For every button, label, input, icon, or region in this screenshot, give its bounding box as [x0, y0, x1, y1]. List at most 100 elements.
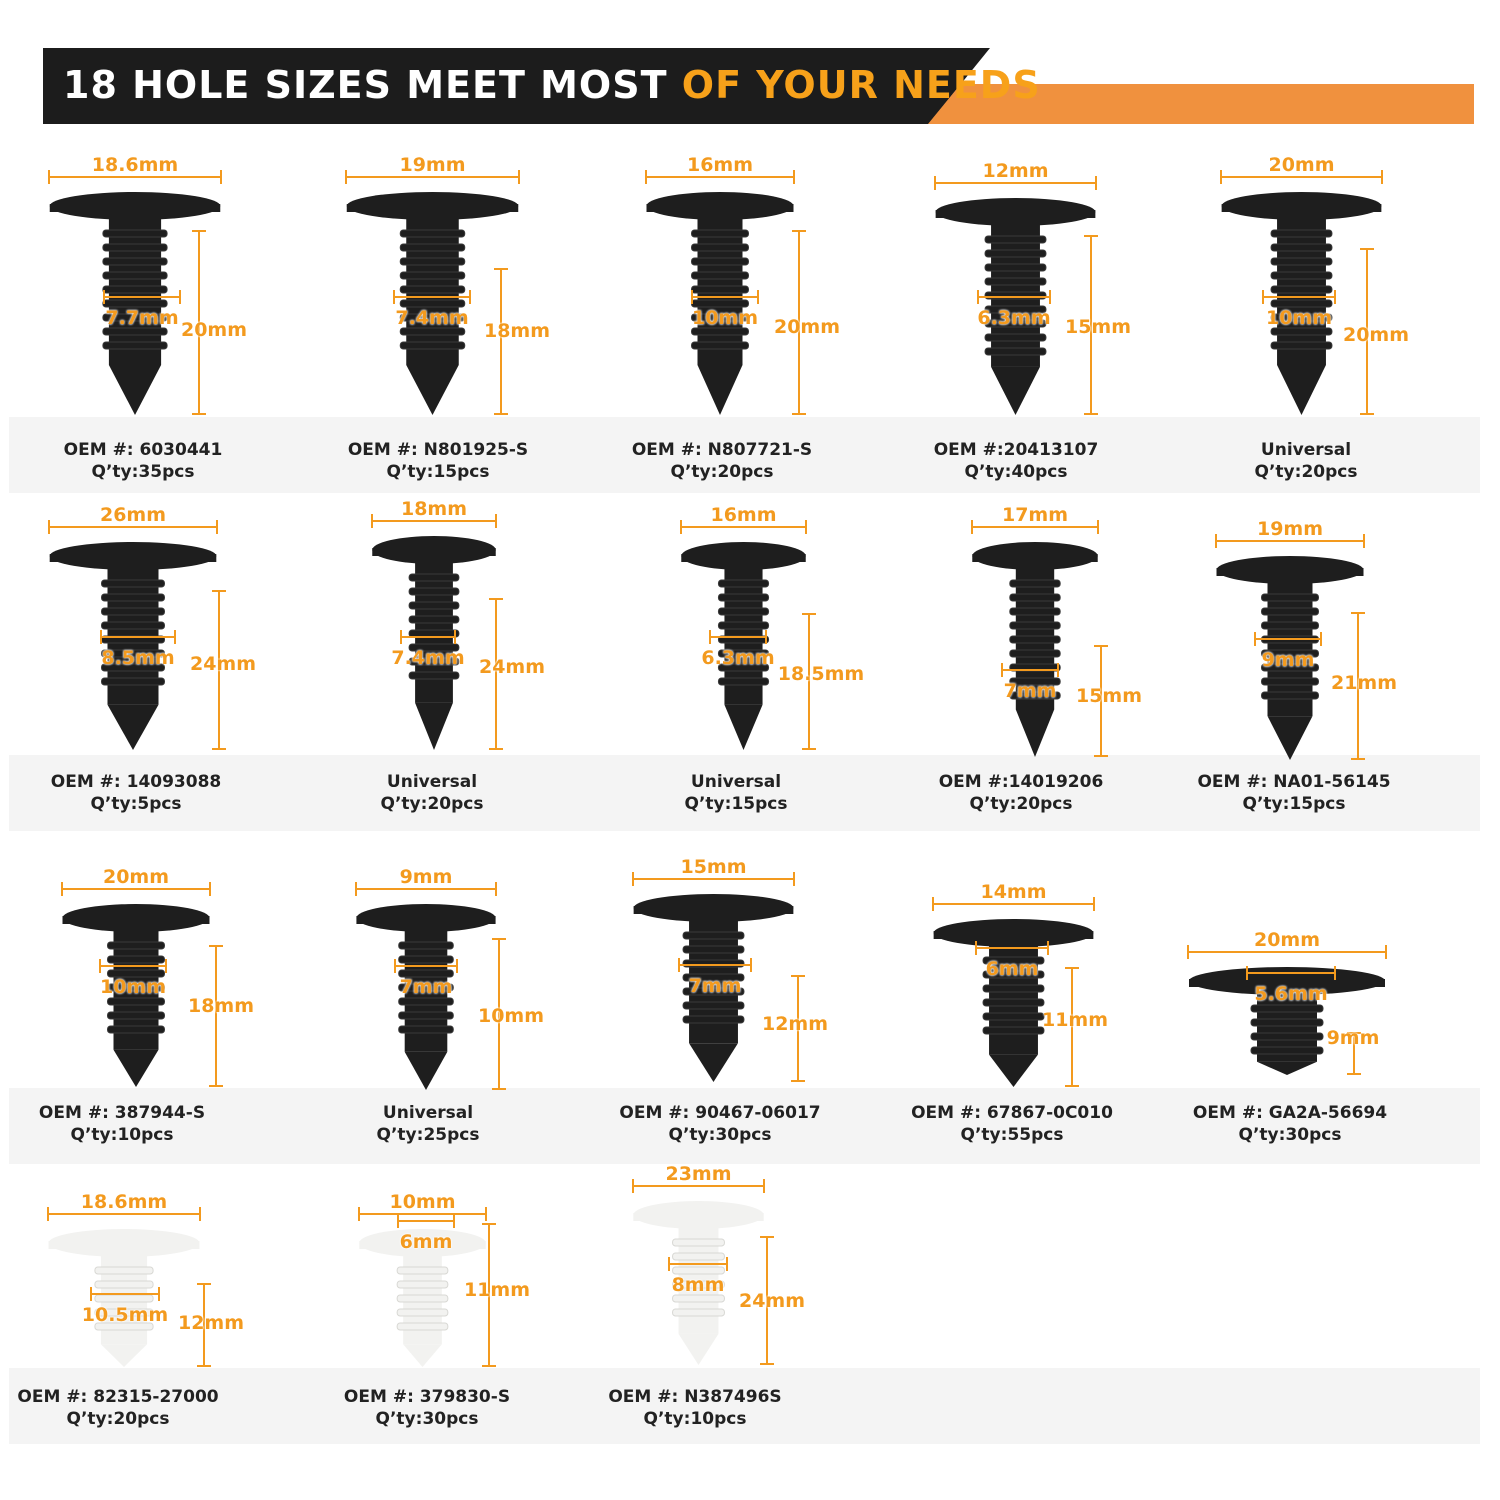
- width-label: 16mm: [710, 504, 777, 526]
- height-label: 20mm: [773, 316, 841, 338]
- page-title: 18 HOLE SIZES MEET MOST OF YOUR NEEDS: [63, 60, 1041, 110]
- width-label: 19mm: [1256, 518, 1324, 540]
- width-label: 15mm: [680, 856, 747, 878]
- width-label: 18.6mm: [80, 1191, 168, 1213]
- width-label: 16mm: [686, 154, 754, 176]
- hole-dimension-line: [1001, 663, 1059, 677]
- height-dimension-line: [1065, 967, 1079, 1087]
- oem-number: Universal: [1260, 440, 1352, 460]
- height-label: 11mm: [463, 1279, 531, 1301]
- width-label: 26mm: [99, 504, 167, 526]
- width-dimension-line: [48, 170, 222, 184]
- height-label: 9mm: [1326, 1027, 1380, 1049]
- quantity: Q’ty:15pcs: [386, 462, 490, 482]
- height-label: 20mm: [1342, 324, 1410, 346]
- height-label: 21mm: [1330, 672, 1398, 694]
- hole-dimension-line: [668, 1257, 728, 1271]
- height-dimension-line: [192, 230, 206, 415]
- width-dimension-line: [61, 882, 211, 896]
- clip-image: [935, 198, 1096, 415]
- hole-dimension-line: [709, 630, 767, 644]
- height-label: 18.5mm: [777, 663, 865, 685]
- oem-number: Universal: [386, 772, 478, 792]
- hole-label: 8mm: [671, 1274, 725, 1296]
- info-band: [9, 1088, 1480, 1164]
- height-label: 20mm: [180, 319, 248, 341]
- height-dimension-line: [802, 613, 816, 750]
- width-dimension-line: [48, 520, 218, 534]
- hole-dimension-line: [399, 630, 457, 644]
- height-dimension-line: [791, 975, 805, 1082]
- quantity: Q’ty:5pcs: [90, 794, 182, 814]
- hole-label: 6.3mm: [977, 307, 1051, 329]
- info-band: [9, 755, 1480, 831]
- hole-dimension-line: [1254, 632, 1322, 646]
- height-dimension-line: [209, 945, 223, 1087]
- hole-label: 10mm: [99, 976, 167, 998]
- height-dimension-line: [494, 268, 508, 415]
- oem-number: OEM #: 90467-06017: [619, 1103, 821, 1123]
- width-label: 20mm: [102, 866, 170, 888]
- quantity: Q’ty:20pcs: [969, 794, 1073, 814]
- quantity: Q’ty:20pcs: [66, 1409, 170, 1429]
- hole-label: 10.5mm: [81, 1304, 169, 1326]
- oem-number: OEM #: N801925-S: [347, 440, 529, 460]
- hole-label: 7mm: [399, 976, 453, 998]
- hole-dimension-line: [90, 1287, 160, 1301]
- height-dimension-line: [1094, 645, 1108, 757]
- hole-dimension-line: [678, 958, 753, 972]
- clip-image: [681, 542, 806, 750]
- height-dimension-line: [1360, 248, 1374, 415]
- width-dimension-line: [645, 170, 795, 184]
- hole-dimension-line: [394, 959, 458, 973]
- width-dimension-line: [1215, 534, 1365, 548]
- clip-image: [1189, 967, 1385, 1075]
- info-band: [9, 1368, 1480, 1444]
- height-label: 18mm: [187, 995, 255, 1017]
- quantity: Q’ty:30pcs: [375, 1409, 479, 1429]
- height-dimension-line: [492, 938, 506, 1090]
- width-label: 19mm: [399, 154, 466, 176]
- width-label: 14mm: [980, 881, 1047, 903]
- height-label: 12mm: [761, 1013, 829, 1035]
- header-banner: [43, 48, 990, 124]
- info-band: [9, 417, 1480, 493]
- height-dimension-line: [197, 1283, 211, 1367]
- height-label: 24mm: [189, 653, 257, 675]
- oem-number: OEM #: 67867-0C010: [911, 1103, 1113, 1123]
- oem-number: OEM #: GA2A-56694: [1192, 1103, 1388, 1123]
- oem-number: OEM #: N807721-S: [631, 440, 813, 460]
- quantity: Q’ty:10pcs: [643, 1409, 747, 1429]
- hole-label: 10mm: [691, 307, 759, 329]
- width-label: 23mm: [665, 1163, 732, 1185]
- hole-dimension-line: [102, 290, 182, 304]
- oem-number: OEM #: 82315-27000: [17, 1387, 219, 1407]
- title-white: 18 HOLE SIZES MEET MOST: [63, 63, 682, 107]
- quantity: Q’ty:30pcs: [1238, 1125, 1342, 1145]
- height-label: 15mm: [1064, 316, 1132, 338]
- quantity: Q’ty:20pcs: [670, 462, 774, 482]
- oem-number: OEM #: 14093088: [50, 772, 222, 792]
- clip-image: [372, 536, 496, 750]
- height-dimension-line: [792, 230, 806, 415]
- width-dimension-line: [632, 1179, 765, 1193]
- height-dimension-line: [482, 1223, 496, 1367]
- width-dimension-line: [47, 1207, 201, 1221]
- height-label: 11mm: [1041, 1009, 1109, 1031]
- hole-dimension-line: [1262, 290, 1337, 304]
- hole-label: 6mm: [985, 958, 1039, 980]
- clip-image: [972, 542, 1098, 757]
- clip-image: [62, 904, 210, 1087]
- height-dimension-line: [489, 598, 503, 750]
- clip-image: [1221, 192, 1382, 415]
- height-dimension-line: [212, 590, 226, 750]
- quantity: Q’ty:15pcs: [1242, 794, 1346, 814]
- clip-image: [346, 192, 519, 415]
- width-label: 20mm: [1268, 154, 1335, 176]
- hole-dimension-line: [392, 290, 472, 304]
- height-label: 10mm: [477, 1005, 545, 1027]
- clip-image: [48, 1229, 200, 1367]
- oem-number: OEM #: N387496S: [608, 1387, 782, 1407]
- quantity: Q’ty:10pcs: [70, 1125, 174, 1145]
- hole-label: 6.3mm: [701, 647, 775, 669]
